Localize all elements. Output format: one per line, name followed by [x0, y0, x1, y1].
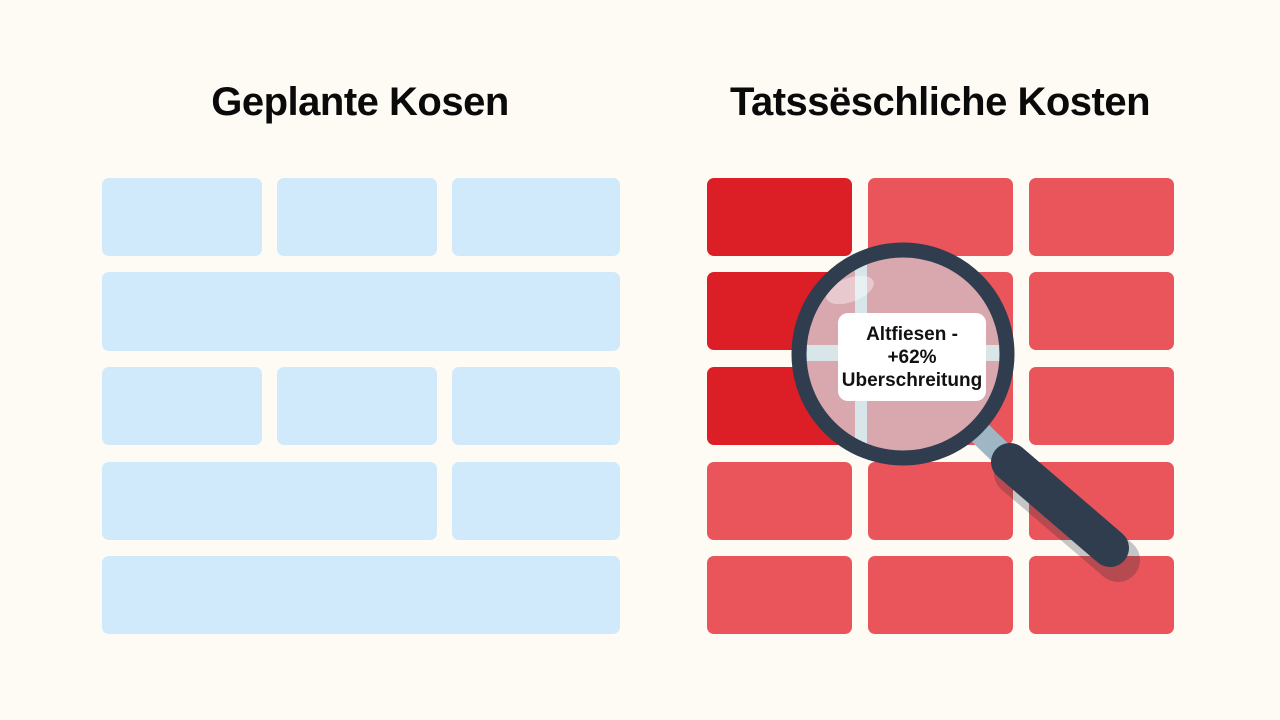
- planned-tile: [102, 272, 620, 351]
- planned-tile: [277, 178, 437, 256]
- planned-tile: [452, 462, 620, 540]
- overrun-label: Altfiesen - +62% Uberschreitung: [838, 313, 986, 401]
- actual-tile: [1029, 367, 1174, 445]
- planned-tile: [452, 178, 620, 256]
- actual-tile: [868, 462, 1013, 540]
- planned-tile: [277, 367, 437, 445]
- planned-tile: [102, 178, 262, 256]
- planned-tile: [452, 367, 620, 445]
- actual-tile: [707, 178, 852, 256]
- planned-tile: [102, 462, 437, 540]
- label-line: Uberschreitung: [841, 369, 983, 391]
- actual-costs-title: Tatssëschliche Kosten: [729, 80, 1151, 124]
- actual-tile: [1029, 556, 1174, 634]
- actual-tile: [868, 556, 1013, 634]
- label-line: +62%: [887, 346, 937, 368]
- planned-costs-title: Geplante Kosen: [211, 80, 509, 124]
- label-line: Altfiesen -: [866, 323, 958, 345]
- planned-tile: [102, 556, 620, 634]
- planned-tile: [102, 367, 262, 445]
- actual-tile: [1029, 272, 1174, 350]
- actual-tile: [707, 462, 852, 540]
- actual-tile: [707, 556, 852, 634]
- actual-tile: [868, 178, 1013, 256]
- actual-tile: [1029, 178, 1174, 256]
